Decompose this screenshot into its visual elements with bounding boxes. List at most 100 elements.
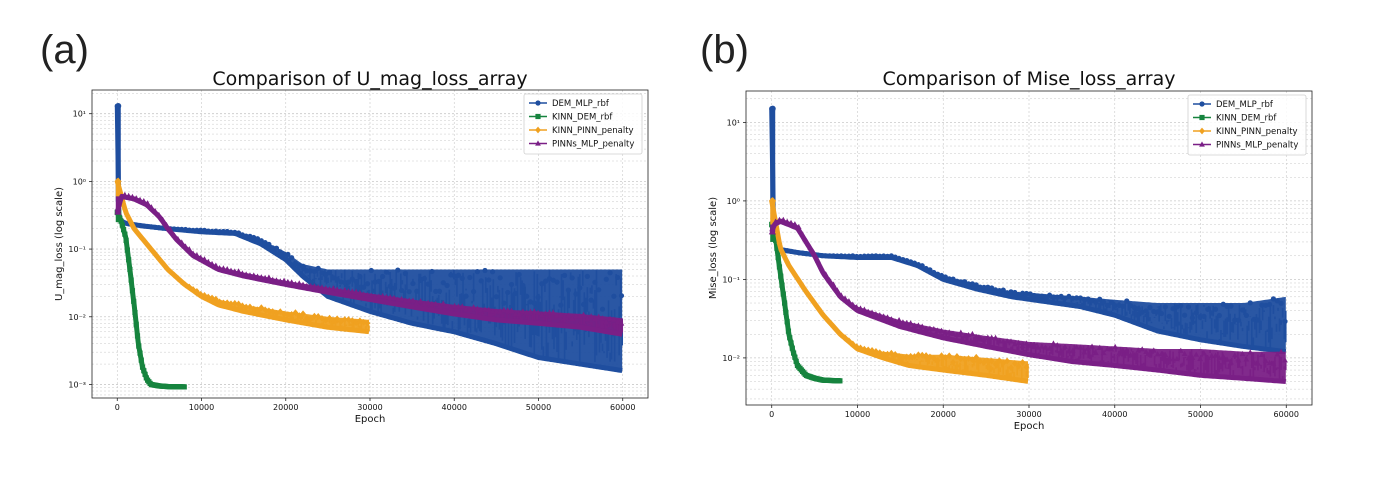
series-marker-PINNs_MLP_penalty <box>429 300 435 307</box>
series-marker-PINNs_MLP_penalty <box>923 325 929 331</box>
series-marker-PINNs_MLP_penalty <box>819 265 825 271</box>
x-axis-label-1: Epoch <box>1014 421 1045 432</box>
series-marker-DEM_MLP_rbf <box>592 279 598 285</box>
series-marker-KINN_PINN_penalty <box>981 359 987 366</box>
series-marker-DEM_MLP_rbf <box>145 223 151 230</box>
series-marker-PINNs_MLP_penalty <box>865 308 872 314</box>
series-KINN_DEM_rbf <box>114 209 187 390</box>
series-marker-KINN_PINN_penalty <box>842 334 848 342</box>
series-marker-PINNs_MLP_penalty <box>1143 348 1149 354</box>
series-marker-DEM_MLP_rbf <box>584 273 590 279</box>
series-marker-PINNs_MLP_penalty <box>996 338 1003 344</box>
series-marker-DEM_MLP_rbf <box>611 293 617 299</box>
series-marker-DEM_MLP_rbf <box>243 233 249 239</box>
series-marker-PINNs_MLP_penalty <box>212 262 219 268</box>
series-marker-PINNs_MLP_penalty <box>880 313 887 319</box>
series-marker-DEM_MLP_rbf <box>1128 303 1134 309</box>
series-marker-KINN_DEM_rbf <box>779 282 785 288</box>
series-marker-DEM_MLP_rbf <box>834 253 840 259</box>
series-marker-DEM_MLP_rbf <box>1224 303 1230 310</box>
series-marker-DEM_MLP_rbf <box>311 268 317 275</box>
legend-entry-DEM_MLP_rbf: DEM_MLP_rbf <box>1216 100 1274 110</box>
series-marker-KINN_PINN_penalty <box>780 250 787 258</box>
series-marker-KINN_PINN_penalty <box>919 351 926 359</box>
series-marker-KINN_PINN_penalty <box>341 316 348 323</box>
series-marker-KINN_DEM_rbf <box>792 354 798 360</box>
series-marker-DEM_MLP_rbf <box>539 281 545 287</box>
series-marker-PINNs_MLP_penalty <box>876 312 883 318</box>
series-marker-PINNs_MLP_penalty <box>884 314 891 320</box>
series-marker-DEM_MLP_rbf <box>402 270 408 277</box>
series-marker-PINNs_MLP_penalty <box>546 309 553 315</box>
series-marker-DEM_MLP_rbf <box>489 269 496 275</box>
series-marker-KINN_PINN_penalty <box>988 357 995 365</box>
series-marker-PINNs_MLP_penalty <box>607 315 613 322</box>
series-marker-PINNs_MLP_penalty <box>197 254 204 260</box>
x-tick-label: 60000 <box>610 403 635 412</box>
series-marker-PINNs_MLP_penalty <box>387 294 394 300</box>
series-marker-DEM_MLP_rbf <box>364 281 371 287</box>
series-marker-DEM_MLP_rbf <box>433 288 439 295</box>
series-marker-KINN_PINN_penalty <box>819 310 825 317</box>
series-marker-DEM_MLP_rbf <box>927 267 933 273</box>
series-marker-PINNs_MLP_penalty <box>1131 352 1138 358</box>
series-marker-PINNs_MLP_penalty <box>269 276 276 282</box>
series-marker-PINNs_MLP_penalty <box>1158 351 1165 357</box>
series-marker-PINNs_MLP_penalty <box>167 226 174 232</box>
series-marker-DEM_MLP_rbf <box>1073 295 1080 301</box>
series-marker-DEM_MLP_rbf <box>1158 310 1165 317</box>
series-marker-DEM_MLP_rbf <box>1166 313 1172 319</box>
series-marker-PINNs_MLP_penalty <box>444 303 450 309</box>
series-marker-DEM_MLP_rbf <box>919 263 925 269</box>
series-marker-KINN_PINN_penalty <box>148 246 155 253</box>
series-marker-DEM_MLP_rbf <box>395 267 401 273</box>
series-marker-PINNs_MLP_penalty <box>1231 352 1238 358</box>
series-marker-DEM_MLP_rbf <box>463 293 469 299</box>
series-marker-DEM_MLP_rbf <box>1104 302 1111 309</box>
series-marker-DEM_MLP_rbf <box>1143 308 1149 314</box>
series-marker-PINNs_MLP_penalty <box>799 231 806 237</box>
series-marker-KINN_PINN_penalty <box>950 358 956 366</box>
x-tick-label: 20000 <box>273 403 298 412</box>
series-marker-PINNs_MLP_penalty <box>565 312 572 318</box>
series-marker-DEM_MLP_rbf <box>1236 317 1242 323</box>
series-start-marker-DEM_MLP_rbf <box>115 102 122 109</box>
series-marker-DEM_MLP_rbf <box>973 282 979 288</box>
series-marker-PINNs_MLP_penalty <box>1004 338 1010 344</box>
series-marker-DEM_MLP_rbf <box>554 279 560 285</box>
series-marker-PINNs_MLP_penalty <box>315 284 322 290</box>
series-marker-DEM_MLP_rbf <box>391 285 397 291</box>
series-marker-KINN_PINN_penalty <box>977 357 983 365</box>
series-marker-KINN_DEM_rbf <box>776 264 783 270</box>
series-marker-PINNs_MLP_penalty <box>474 305 481 311</box>
series-marker-PINNs_MLP_penalty <box>319 284 325 290</box>
series-marker-PINNs_MLP_penalty <box>538 312 545 318</box>
x-axis-label-0: Epoch <box>355 414 386 425</box>
series-marker-KINN_PINN_penalty <box>140 237 147 244</box>
series-marker-DEM_MLP_rbf <box>838 253 844 259</box>
series-marker-KINN_PINN_penalty <box>911 353 918 360</box>
series-marker-DEM_MLP_rbf <box>281 251 287 257</box>
series-marker-KINN_DEM_rbf <box>132 310 138 316</box>
series-marker-KINN_PINN_penalty <box>133 227 140 235</box>
series-marker-PINNs_MLP_penalty <box>186 246 193 252</box>
series-marker-PINNs_MLP_penalty <box>1139 346 1146 352</box>
series-start-marker-PINNs_MLP_penalty <box>114 208 122 215</box>
series-marker-PINNs_MLP_penalty <box>1201 350 1207 356</box>
series-marker-KINN_PINN_penalty <box>1019 358 1026 366</box>
series-marker-PINNs_MLP_penalty <box>1212 352 1219 358</box>
series-marker-PINNs_MLP_penalty <box>1177 347 1184 353</box>
series-marker-DEM_MLP_rbf <box>1205 306 1211 312</box>
legend-box <box>523 93 643 155</box>
legend-entry-PINNs_MLP_penalty: PINNs_MLP_penalty <box>1216 141 1298 151</box>
series-marker-KINN_PINN_penalty <box>865 346 872 354</box>
series-marker-PINNs_MLP_penalty <box>296 280 303 286</box>
series-marker-PINNs_MLP_penalty <box>1096 344 1103 350</box>
series-marker-PINNs_MLP_penalty <box>178 239 185 245</box>
series-marker-PINNs_MLP_penalty <box>417 298 424 304</box>
series-marker-PINNs_MLP_penalty <box>391 294 397 301</box>
series-marker-KINN_PINN_penalty <box>121 205 128 213</box>
series-marker-KINN_DEM_rbf <box>790 350 797 356</box>
series-marker-PINNs_MLP_penalty <box>258 274 265 280</box>
series-marker-KINN_DEM_rbf <box>119 222 125 228</box>
